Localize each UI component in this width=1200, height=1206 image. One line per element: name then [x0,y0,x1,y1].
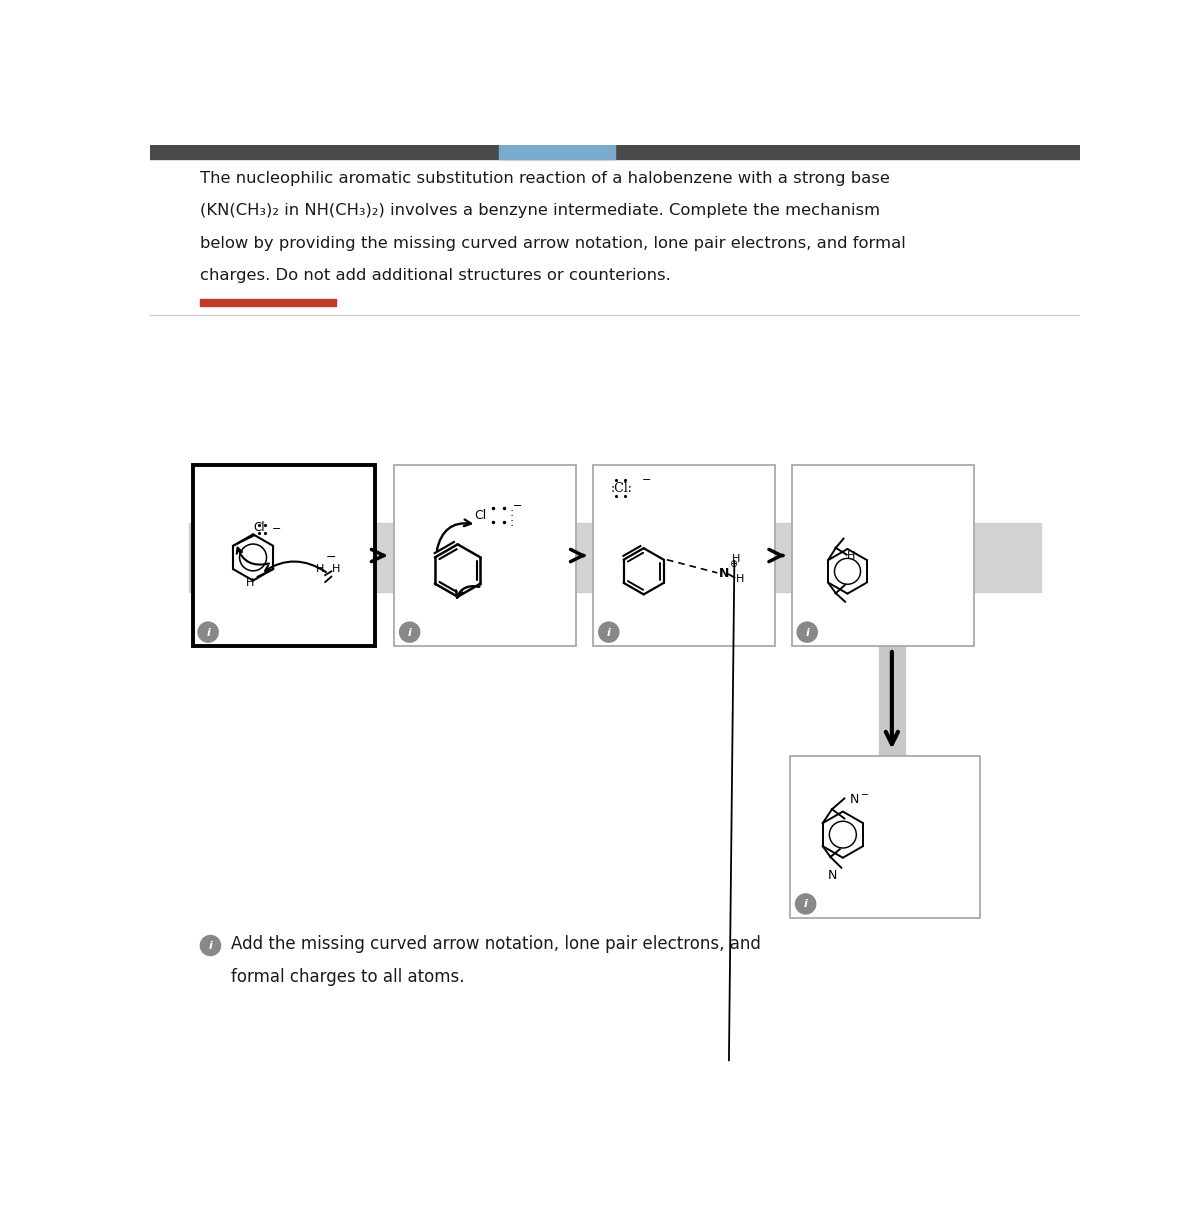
Text: Cl: Cl [475,509,487,521]
Text: i: i [209,941,212,950]
Text: i: i [607,627,611,638]
Text: H: H [317,564,325,574]
Text: The nucleophilic aromatic substitution reaction of a halobenzene with a strong b: The nucleophilic aromatic substitution r… [200,171,890,186]
Text: i: i [804,900,808,909]
Text: −: − [642,475,652,486]
Circle shape [198,622,218,642]
Bar [193,466,374,646]
Circle shape [200,936,221,955]
Bar [499,145,616,158]
Bar [200,299,336,306]
Circle shape [797,622,817,642]
Text: N: N [719,567,730,580]
Text: charges. Do not add additional structures or counterions.: charges. Do not add additional structure… [200,268,671,283]
Circle shape [796,894,816,914]
Text: :: : [509,505,514,519]
Circle shape [599,622,619,642]
Text: H: H [332,564,340,574]
Circle shape [400,622,420,642]
Text: −: − [326,551,336,564]
Text: N: N [827,870,836,882]
Text: :Cl:: :Cl: [611,481,632,494]
Bar [792,466,974,646]
Text: formal charges to all atoms.: formal charges to all atoms. [232,968,464,987]
Text: i: i [408,627,412,638]
Bar [394,466,576,646]
Text: H: H [246,578,254,589]
Text: i: i [206,627,210,638]
Text: H: H [847,551,856,561]
Bar [593,466,775,646]
Text: (KN(CH₃)₂ in NH(CH₃)₂) involves a benzyne intermediate. Complete the mechanism: (KN(CH₃)₂ in NH(CH₃)₂) involves a benzyn… [200,204,881,218]
Text: :: : [509,516,514,529]
Bar [188,522,1042,592]
Text: i: i [805,627,809,638]
Text: ⊕: ⊕ [730,560,738,569]
Bar [150,145,1080,158]
Text: Add the missing curved arrow notation, lone pair electrons, and: Add the missing curved arrow notation, l… [232,935,761,953]
Text: N: N [850,792,859,806]
Text: H: H [737,574,745,584]
Bar [790,756,980,918]
Text: H: H [732,554,740,564]
Text: −: − [271,523,281,534]
Text: −: − [862,790,870,800]
Bar [878,646,905,756]
Text: Cl: Cl [253,521,265,534]
Text: −: − [512,500,522,511]
Text: below by providing the missing curved arrow notation, lone pair electrons, and f: below by providing the missing curved ar… [200,235,906,251]
